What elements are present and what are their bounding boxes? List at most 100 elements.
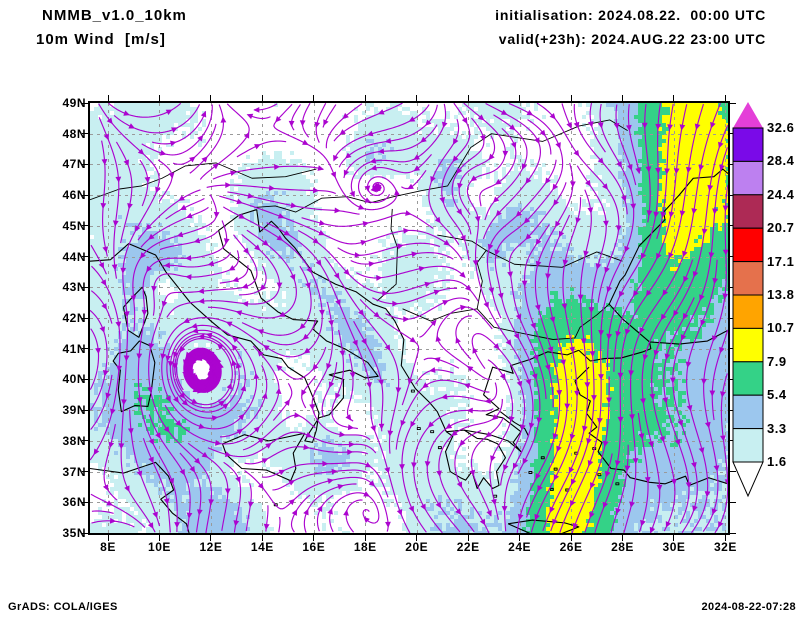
axis-tick [158, 535, 160, 541]
axis-tick [416, 95, 418, 101]
lat-tick-label: 43N [62, 280, 86, 295]
axis-tick [261, 95, 263, 101]
init-label: initialisation: 2024.08.22. 00:00 UTC [495, 7, 766, 23]
lon-tick-label: 26E [559, 540, 583, 554]
axis-tick [107, 535, 109, 541]
colorbar-box [732, 261, 764, 296]
lat-tick-label: 47N [62, 157, 86, 172]
lon-tick-label: 16E [302, 540, 326, 554]
axis-tick [570, 95, 572, 101]
lat-tick-label: 35N [62, 526, 86, 540]
axis-tick [622, 95, 624, 101]
axis-tick [467, 95, 469, 101]
lat-tick-label: 37N [62, 464, 86, 479]
valid-label: valid(+23h): 2024.AUG.22 23:00 UTC [498, 31, 766, 47]
grads-credit: GrADS: COLA/IGES [8, 601, 118, 613]
axis-tick [467, 535, 469, 541]
wind-map-canvas [90, 103, 728, 533]
variable-title: 10m Wind [m/s] [36, 31, 166, 48]
lon-tick-label: 14E [250, 540, 274, 554]
axis-tick [673, 535, 675, 541]
axis-tick [724, 535, 726, 541]
axis-tick [82, 163, 88, 165]
lon-tick-label: 22E [456, 540, 480, 554]
lat-tick-label: 40N [62, 372, 86, 387]
axis-tick [82, 102, 88, 104]
model-title: NMMB_v1.0_10km [42, 7, 187, 24]
timestamp: 2024-08-22-07:28 [701, 601, 796, 613]
axis-tick [261, 535, 263, 541]
lon-tick-label: 8E [100, 540, 116, 554]
colorbar-tick-label: 24.4 [767, 186, 795, 202]
colorbar-box [732, 394, 764, 430]
lon-tick-label: 12E [199, 540, 223, 554]
lat-tick-label: 48N [62, 126, 86, 141]
lon-tick-label: 10E [148, 540, 171, 554]
colorbar-tick-label: 20.7 [767, 220, 795, 236]
axis-tick [158, 95, 160, 101]
axis-tick [313, 535, 315, 541]
axis-tick [82, 501, 88, 503]
axis-tick [364, 535, 366, 541]
colorbar-tick-label: 13.8 [767, 287, 795, 302]
colorbar-under-triangle [732, 461, 764, 498]
axis-tick [82, 409, 88, 411]
lat-tick-label: 45N [62, 218, 86, 233]
axis-tick [210, 95, 212, 101]
map-frame [88, 101, 730, 535]
colorbar-box [732, 127, 764, 162]
axis-tick [82, 471, 88, 473]
colorbar-over-triangle [733, 102, 763, 128]
axis-tick [519, 95, 521, 101]
colorbar-box [732, 327, 764, 363]
axis-tick [107, 95, 109, 101]
colorbar-box [732, 194, 764, 229]
lon-tick-label: 20E [405, 540, 429, 554]
colorbar-tick-label: 7.9 [767, 353, 787, 369]
colorbar-tick-label: 32.6 [767, 120, 795, 135]
axis-tick [82, 532, 88, 534]
axis-tick [622, 535, 624, 541]
lat-tick-label: 38N [62, 433, 86, 448]
lat-tick-label: 49N [62, 96, 86, 110]
colorbar-tick-label: 17.1 [767, 253, 795, 269]
axis-tick [82, 286, 88, 288]
axis-tick [82, 440, 88, 442]
colorbar-tick-label: 1.6 [767, 454, 787, 469]
colorbar-tick-label: 5.4 [767, 387, 787, 403]
lon-tick-label: 28E [611, 540, 634, 554]
axis-tick [82, 256, 88, 258]
axis-tick [82, 348, 88, 350]
colorbar-tick-label: 28.4 [767, 153, 795, 169]
colorbar-svg [732, 102, 764, 498]
lat-tick-label: 39N [62, 403, 86, 418]
axis-tick [210, 535, 212, 541]
colorbar-box [732, 227, 764, 263]
axis-tick [724, 95, 726, 101]
lat-tick-label: 46N [62, 188, 86, 203]
lat-tick-label: 42N [62, 311, 86, 325]
colorbar-box [732, 294, 764, 329]
lat-tick-label: 44N [62, 249, 86, 264]
axis-tick [364, 95, 366, 101]
axis-tick [673, 95, 675, 101]
lat-tick-label: 41N [62, 341, 86, 356]
lon-tick-label: 18E [353, 540, 377, 554]
colorbar-tick-label: 10.7 [767, 320, 795, 336]
axis-tick [570, 535, 572, 541]
axis-tick [416, 535, 418, 541]
axis-tick [82, 225, 88, 227]
axis-tick [730, 471, 736, 473]
axis-tick [519, 535, 521, 541]
colorbar-box [732, 428, 764, 463]
colorbar-box [732, 160, 764, 196]
axis-tick [730, 102, 736, 104]
lon-tick-label: 30E [662, 540, 686, 554]
axis-tick [730, 501, 736, 503]
lon-tick-label: 32E [713, 540, 737, 554]
axis-tick [82, 133, 88, 135]
lat-tick-label: 36N [62, 495, 86, 510]
axis-tick [82, 194, 88, 196]
colorbar-tick-label: 3.3 [767, 420, 787, 436]
